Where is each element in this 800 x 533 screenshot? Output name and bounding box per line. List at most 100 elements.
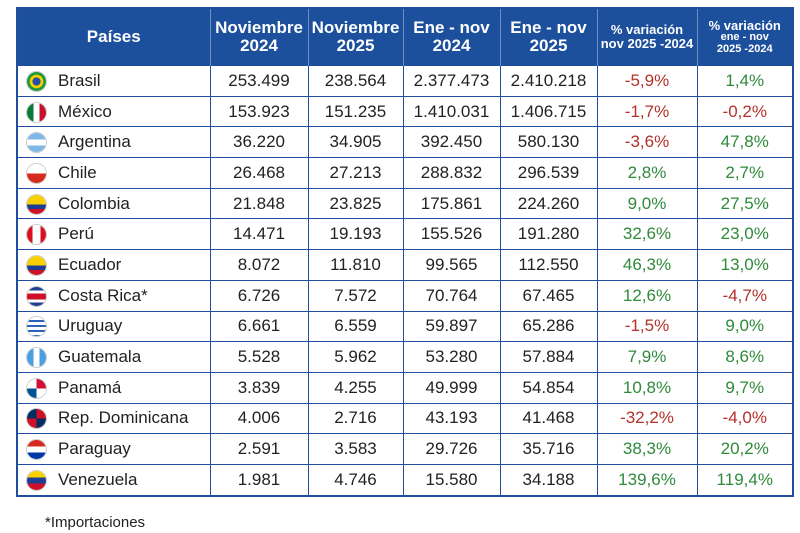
column-header: % variación ene - nov 2025 -2024 <box>696 9 792 66</box>
flag-icon <box>27 378 46 398</box>
value-cell: -32,2% <box>596 402 697 434</box>
value-cell: -3,6% <box>596 126 697 158</box>
value-cell: 8.072 <box>209 249 308 281</box>
value-cell: 99.565 <box>402 249 500 281</box>
table-row: Argentina 36.220 34.905 392.450 580.130 -3,6%… <box>18 126 792 158</box>
cell-value: 288.832 <box>420 162 483 182</box>
value-cell: 34.905 <box>307 126 403 158</box>
header-line: % variación <box>610 22 684 38</box>
flag-icon <box>27 470 46 490</box>
value-cell: 288.832 <box>402 157 500 189</box>
flag-icon <box>27 102 46 122</box>
header-line: Ene - nov <box>413 18 490 38</box>
cell-value: 35.716 <box>522 439 575 459</box>
country-name: Brasil <box>58 70 101 90</box>
cell-value: -4,7% <box>722 285 767 305</box>
header-line: Noviembre <box>311 18 400 38</box>
column-header: Países <box>18 9 210 66</box>
country-cell: Venezuela <box>18 463 210 495</box>
country-name: Uruguay <box>58 316 123 336</box>
country-cell: Panamá <box>18 371 210 404</box>
value-cell: 13,0% <box>696 249 792 281</box>
cell-value: 20,2% <box>720 439 769 459</box>
cell-value: 4.006 <box>237 408 281 428</box>
value-cell: 15.580 <box>402 463 500 495</box>
value-cell: 23.825 <box>307 187 403 219</box>
value-cell: 112.550 <box>499 249 597 281</box>
cell-value: 6.661 <box>237 316 281 336</box>
value-cell: 2.591 <box>209 433 308 465</box>
value-cell: 9,0% <box>696 310 792 342</box>
value-cell: 6.726 <box>209 279 308 311</box>
cell-value: 99.565 <box>425 254 478 274</box>
cell-value: 392.450 <box>420 132 483 152</box>
country-name: Rep. Dominicana <box>58 408 189 428</box>
value-cell: -1,7% <box>596 95 697 127</box>
cell-value: 15.580 <box>425 469 478 489</box>
flag-icon <box>27 71 46 91</box>
cell-value: 238.564 <box>324 70 387 90</box>
cell-value: 2.591 <box>237 439 281 459</box>
value-cell: 9,0% <box>596 187 697 219</box>
cell-value: 9,0% <box>725 316 765 336</box>
country-name: México <box>58 101 112 121</box>
value-cell: 2,8% <box>596 157 697 189</box>
value-cell: 54.854 <box>499 371 597 404</box>
table-row: Rep. Dominicana 4.006 2.716 43.193 41.468 -32… <box>18 402 792 434</box>
value-cell: 27.213 <box>307 157 403 189</box>
cell-value: 1.981 <box>237 469 281 489</box>
cell-value: 6.726 <box>237 285 281 305</box>
country-cell: Brasil <box>18 65 210 97</box>
value-cell: 2.410.218 <box>499 65 597 97</box>
value-cell: 139,6% <box>596 463 697 495</box>
header-line: 2025 <box>529 36 568 55</box>
cell-value: 70.764 <box>425 285 478 305</box>
value-cell: 6.559 <box>307 310 403 342</box>
value-cell: 3.839 <box>209 371 308 404</box>
footnote: *Importaciones <box>45 514 146 531</box>
country-cell: Costa Rica* <box>18 279 210 311</box>
header-line: 2024 <box>432 36 471 55</box>
header-line: % variación <box>708 17 781 33</box>
cell-value: 12,6% <box>622 285 672 305</box>
header-line: 2024 <box>240 36 278 55</box>
table-body: Brasil 253.499 238.564 2.377.473 2.410.218 -5… <box>18 65 792 495</box>
header-line: Noviembre <box>215 18 303 38</box>
value-cell: 26.468 <box>209 157 308 189</box>
value-cell: 119,4% <box>696 463 792 495</box>
country-name: Panamá <box>58 377 122 397</box>
value-cell: 21.848 <box>209 187 308 219</box>
value-cell: 155.526 <box>402 218 500 250</box>
value-cell: 2.377.473 <box>402 65 500 97</box>
table-frame: Países Noviembre 2024 Noviembre 2025 Ene - no… <box>16 7 794 497</box>
value-cell: 59.897 <box>402 310 500 342</box>
value-cell: 3.583 <box>307 433 403 465</box>
value-cell: 238.564 <box>307 65 403 97</box>
table-row: Ecuador 8.072 11.810 99.565 112.550 46,3% 13,0… <box>18 249 792 281</box>
value-cell: 5.962 <box>307 341 403 373</box>
cell-value: 47,8% <box>720 132 769 152</box>
value-cell: 6.661 <box>209 310 308 342</box>
value-cell: 57.884 <box>499 341 597 373</box>
value-cell: 14.471 <box>209 218 308 250</box>
cell-value: 9,7% <box>725 377 765 397</box>
value-cell: 1,4% <box>696 65 792 97</box>
cell-value: 13,0% <box>720 254 769 274</box>
header-line: Ene - nov <box>510 18 587 38</box>
cell-value: 151.235 <box>324 101 387 121</box>
cell-value: 2.410.218 <box>510 70 587 90</box>
cell-value: -1,7% <box>624 101 670 121</box>
value-cell: 7.572 <box>307 279 403 311</box>
cell-value: 27,5% <box>720 193 769 213</box>
country-cell: Paraguay <box>18 433 210 465</box>
value-cell: 1.406.715 <box>499 95 597 127</box>
value-cell: 296.539 <box>499 157 597 189</box>
table-row: Brasil 253.499 238.564 2.377.473 2.410.218 -5… <box>18 65 792 97</box>
country-cell: Colombia <box>18 187 210 219</box>
cell-value: 139,6% <box>618 469 676 489</box>
table-row: México 153.923 151.235 1.410.031 1.406.715 -1… <box>18 95 792 127</box>
value-cell: 11.810 <box>307 249 403 281</box>
cell-value: 253.499 <box>228 70 290 90</box>
value-cell: -4,0% <box>696 402 792 434</box>
cell-value: 11.810 <box>330 254 381 274</box>
